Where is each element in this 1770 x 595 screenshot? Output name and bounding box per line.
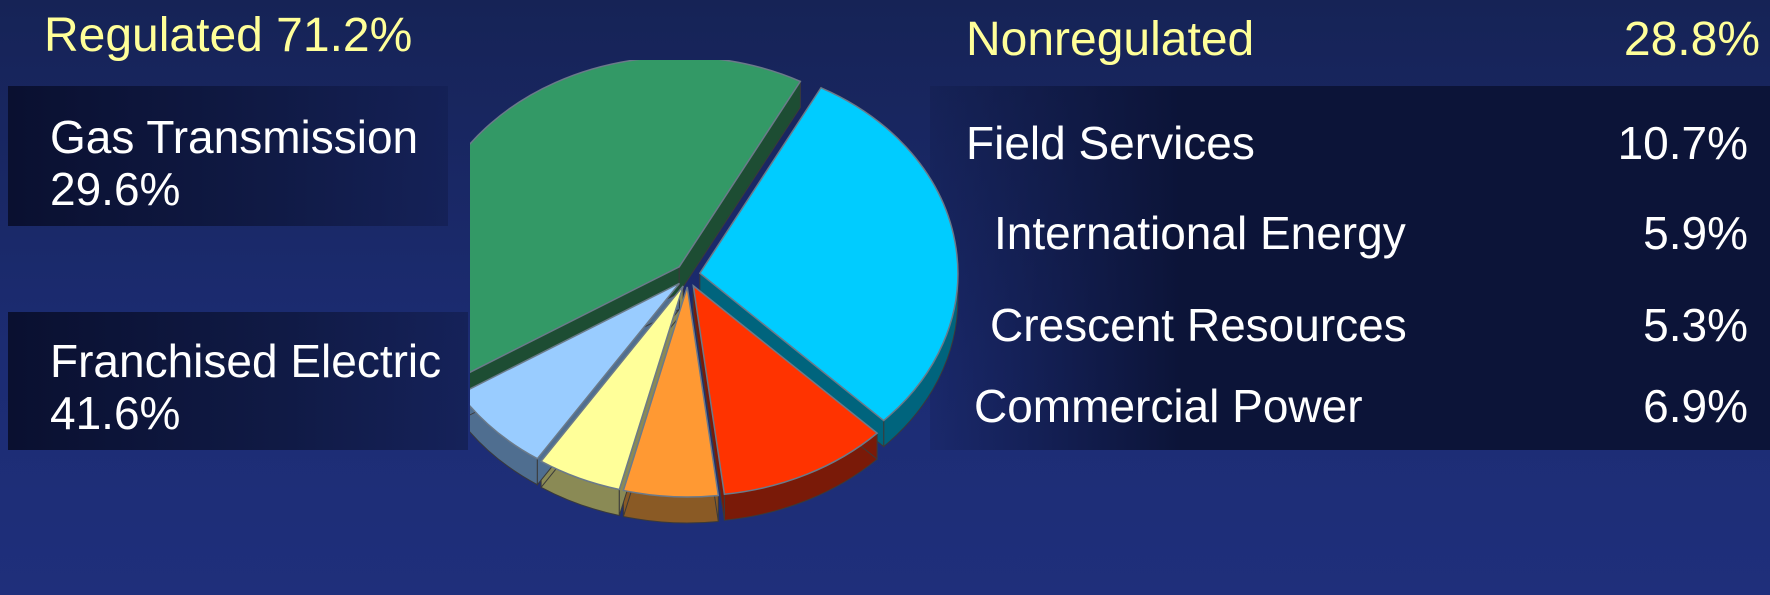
regulated-header: Regulated 71.2% (44, 9, 413, 62)
international-energy-pct: 5.9% (1643, 207, 1748, 259)
crescent-resources-name: Crescent Resources (990, 299, 1407, 351)
franchised-electric-pct: 41.6% (50, 387, 181, 439)
commercial-power-name: Commercial Power (974, 380, 1363, 432)
pie-slice-gas-transmission (698, 86, 959, 422)
pie-slice-commercial-power (470, 282, 680, 460)
franchised-electric-box (8, 312, 468, 450)
nonregulated-box (930, 86, 1770, 450)
gas-transmission-box (8, 86, 448, 226)
crescent-resources-pct: 5.3% (1643, 299, 1748, 351)
gas-transmission-pct: 29.6% (50, 163, 181, 215)
franchised-electric-name: Franchised Electric (50, 335, 442, 387)
international-energy-name: International Energy (994, 207, 1406, 259)
gas-transmission-name: Gas Transmission (50, 111, 419, 163)
pie-slice-international-energy (622, 286, 720, 498)
field-services-pct: 10.7% (1617, 117, 1748, 169)
nonregulated-header-label: Nonregulated (966, 13, 1255, 66)
commercial-power-pct: 6.9% (1643, 380, 1748, 432)
pie-slice-franchised-electric (470, 60, 802, 374)
field-services-name: Field Services (966, 117, 1255, 169)
pie-slice-field-services (692, 283, 879, 496)
pie-chart (470, 60, 959, 524)
nonregulated-header-pct: 28.8% (1623, 13, 1760, 66)
pie-slice-crescent-resources (539, 285, 684, 491)
